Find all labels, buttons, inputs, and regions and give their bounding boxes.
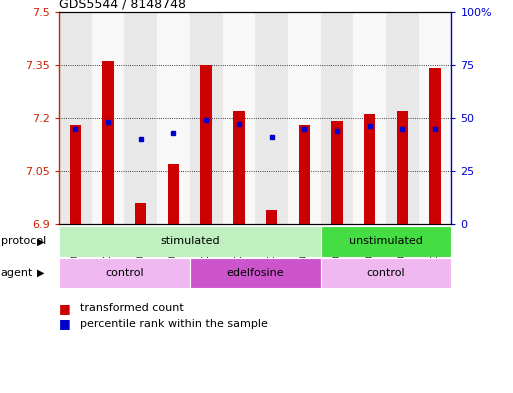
Bar <box>102 61 114 224</box>
Bar <box>299 125 310 224</box>
Bar <box>135 203 147 224</box>
Bar <box>190 12 223 224</box>
Text: ▶: ▶ <box>37 236 45 246</box>
Text: transformed count: transformed count <box>80 303 183 313</box>
Bar <box>321 258 451 288</box>
Bar <box>364 114 376 224</box>
Bar <box>223 12 255 224</box>
Bar <box>331 121 343 224</box>
Text: edelfosine: edelfosine <box>226 268 284 278</box>
Text: GDS5544 / 8148748: GDS5544 / 8148748 <box>59 0 186 11</box>
Bar <box>233 111 245 224</box>
Text: ▶: ▶ <box>37 268 45 278</box>
Bar <box>92 12 124 224</box>
Text: agent: agent <box>1 268 33 278</box>
Bar <box>397 111 408 224</box>
Bar <box>429 68 441 224</box>
Text: percentile rank within the sample: percentile rank within the sample <box>80 319 267 329</box>
Bar <box>59 12 92 224</box>
Bar <box>419 12 451 224</box>
Text: protocol: protocol <box>1 236 46 246</box>
Bar <box>201 65 212 224</box>
Text: ■: ■ <box>59 301 71 315</box>
Bar <box>321 12 353 224</box>
Bar <box>59 226 321 257</box>
Bar <box>70 125 81 224</box>
Text: control: control <box>105 268 144 278</box>
Bar <box>168 164 179 224</box>
Bar <box>190 258 321 288</box>
Text: unstimulated: unstimulated <box>349 236 423 246</box>
Bar <box>59 258 190 288</box>
Bar <box>124 12 157 224</box>
Bar <box>255 12 288 224</box>
Text: ■: ■ <box>59 317 71 331</box>
Bar <box>157 12 190 224</box>
Text: control: control <box>367 268 405 278</box>
Bar <box>288 12 321 224</box>
Bar <box>386 12 419 224</box>
Bar <box>321 226 451 257</box>
Bar <box>353 12 386 224</box>
Text: stimulated: stimulated <box>160 236 220 246</box>
Bar <box>266 210 278 224</box>
